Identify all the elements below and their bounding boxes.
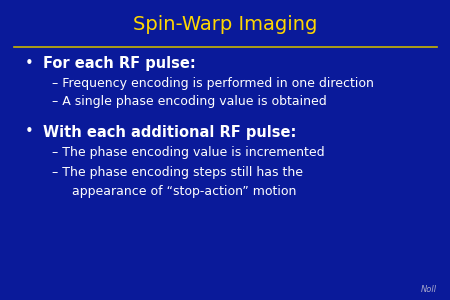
Text: Spin-Warp Imaging: Spin-Warp Imaging — [133, 15, 317, 34]
Text: Noll: Noll — [420, 285, 436, 294]
Text: •: • — [25, 56, 33, 70]
Text: – The phase encoding value is incremented: – The phase encoding value is incremente… — [52, 146, 324, 159]
Text: appearance of “stop-action” motion: appearance of “stop-action” motion — [72, 185, 297, 198]
Text: – The phase encoding steps still has the: – The phase encoding steps still has the — [52, 166, 303, 179]
Text: – Frequency encoding is performed in one direction: – Frequency encoding is performed in one… — [52, 76, 374, 89]
Text: – A single phase encoding value is obtained: – A single phase encoding value is obtai… — [52, 95, 327, 108]
Text: For each RF pulse:: For each RF pulse: — [43, 56, 195, 70]
Text: With each additional RF pulse:: With each additional RF pulse: — [43, 124, 296, 140]
Text: •: • — [25, 124, 33, 140]
